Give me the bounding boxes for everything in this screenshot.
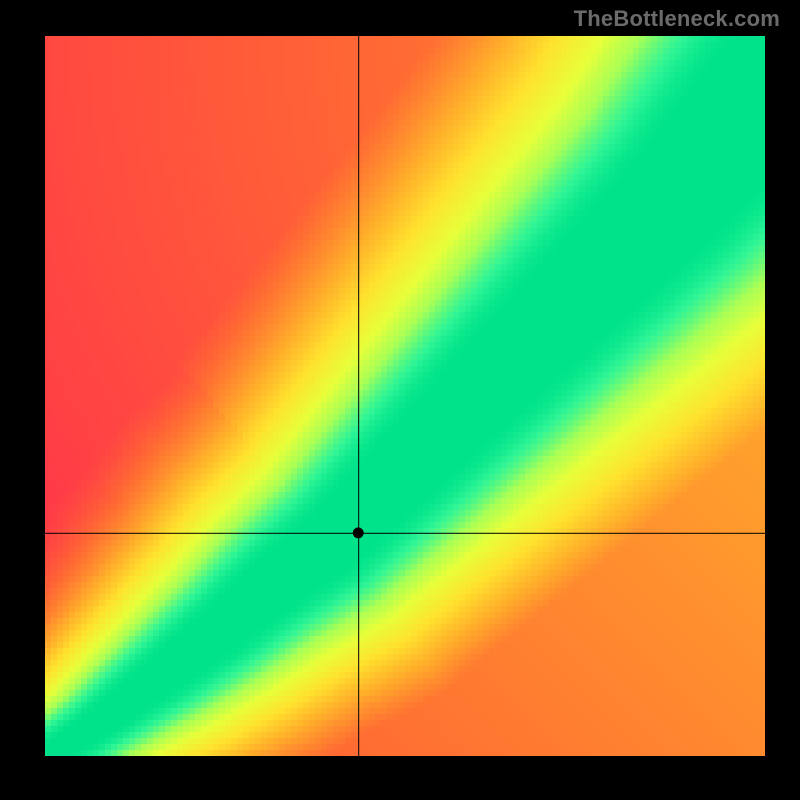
- chart-container: TheBottleneck.com: [0, 0, 800, 800]
- heatmap-plot: [45, 36, 765, 756]
- watermark-text: TheBottleneck.com: [574, 6, 780, 32]
- heatmap-canvas: [45, 36, 765, 756]
